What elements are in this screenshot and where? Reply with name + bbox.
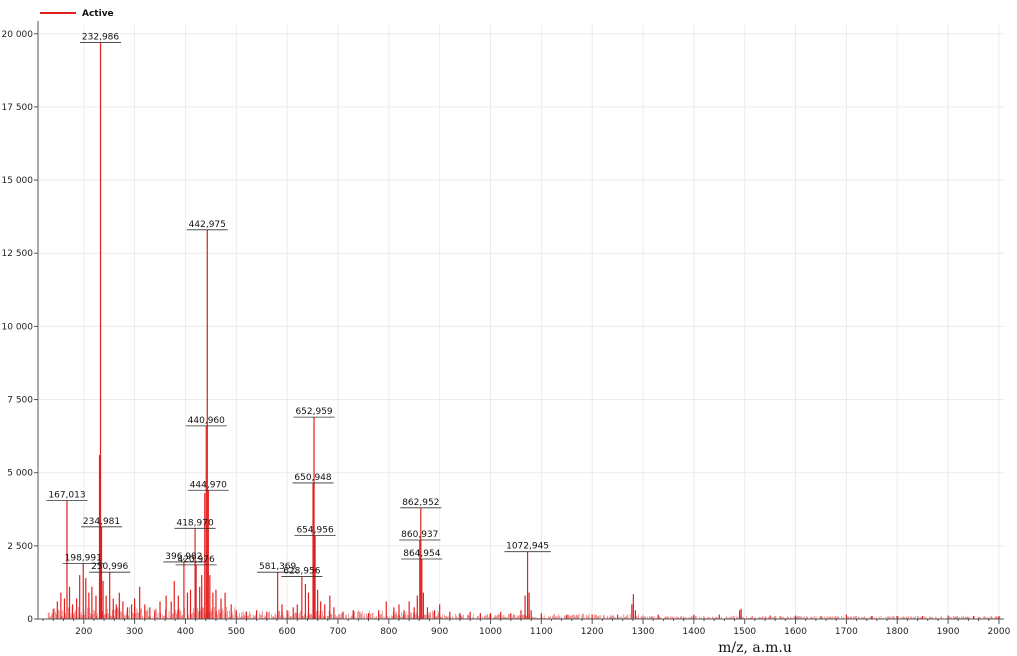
peak-label: 420,976 [177,555,214,565]
peak-label: 652,959 [295,407,332,417]
spectrum-peaks [52,42,1000,619]
x-tick-label: 1500 [733,627,756,637]
x-tick-label: 1900 [937,627,960,637]
x-tick-label: 2000 [987,627,1010,637]
x-tick-label: 1300 [632,627,655,637]
x-axis-label: m/z, a.m.u [718,640,792,656]
peak-label: 234,981 [83,517,120,527]
peak-label: 396,982 [165,552,202,562]
x-tick-label: 200 [75,627,92,637]
peak-label: 864,954 [403,549,440,559]
peak-labels: 167,013 198,991 232,986 234,981 250,996 396,9… [46,33,551,577]
legend-label-active: Active [82,9,114,19]
peak-label: 444,970 [190,480,227,490]
y-tick-label: 20 000 [2,30,34,40]
peak-label: 654,956 [296,526,333,536]
x-tick-label: 500 [228,627,245,637]
y-tick-label: 17 500 [2,103,34,113]
y-tick-label: 15 000 [2,176,34,186]
peak-label: 1072,945 [506,542,549,552]
y-tick-label: 12 500 [2,249,34,259]
peak-label: 440,960 [188,416,225,426]
peak-label: 232,986 [82,33,119,43]
x-axis-ticks: 200 300 400 500 600 700 800 900 1000 1100 1200 1300… [42,619,1011,637]
x-tick-label: 300 [126,627,143,637]
peak-label: 250,996 [91,562,128,572]
y-tick-label: 10 000 [2,322,34,332]
peak-label: 860,937 [401,530,438,540]
y-tick-label: 0 [27,615,33,625]
x-tick-label: 1600 [784,627,807,637]
peak-label: 581,369 [259,562,296,572]
peak-label: 167,013 [48,490,85,500]
x-tick-label: 1200 [581,627,604,637]
peak-label: 442,975 [189,220,226,230]
x-tick-label: 1700 [835,627,858,637]
y-tick-label: 7 500 [7,396,33,406]
x-tick-label: 600 [279,627,296,637]
peak-label: 198,991 [65,553,102,563]
y-tick-label: 5 000 [7,469,33,479]
x-tick-label: 1100 [530,627,553,637]
chart-legend: Active [40,9,114,19]
peak-label: 650,948 [294,473,331,483]
peak-label: 628,956 [283,567,320,577]
y-axis-ticks: 0 2 500 5 000 7 500 10 000 12 500 15 000 17 500… [2,30,38,625]
x-tick-label: 900 [431,627,448,637]
axes [37,21,1004,620]
x-tick-label: 800 [380,627,397,637]
y-tick-label: 2 500 [7,542,33,552]
peak-label: 862,952 [402,498,439,508]
peak-label: 418,970 [176,518,213,528]
x-tick-label: 1000 [479,627,502,637]
x-tick-label: 400 [177,627,194,637]
x-tick-label: 1400 [682,627,705,637]
x-tick-label: 1800 [886,627,909,637]
grid-lines [38,25,1004,620]
x-tick-label: 700 [329,627,346,637]
